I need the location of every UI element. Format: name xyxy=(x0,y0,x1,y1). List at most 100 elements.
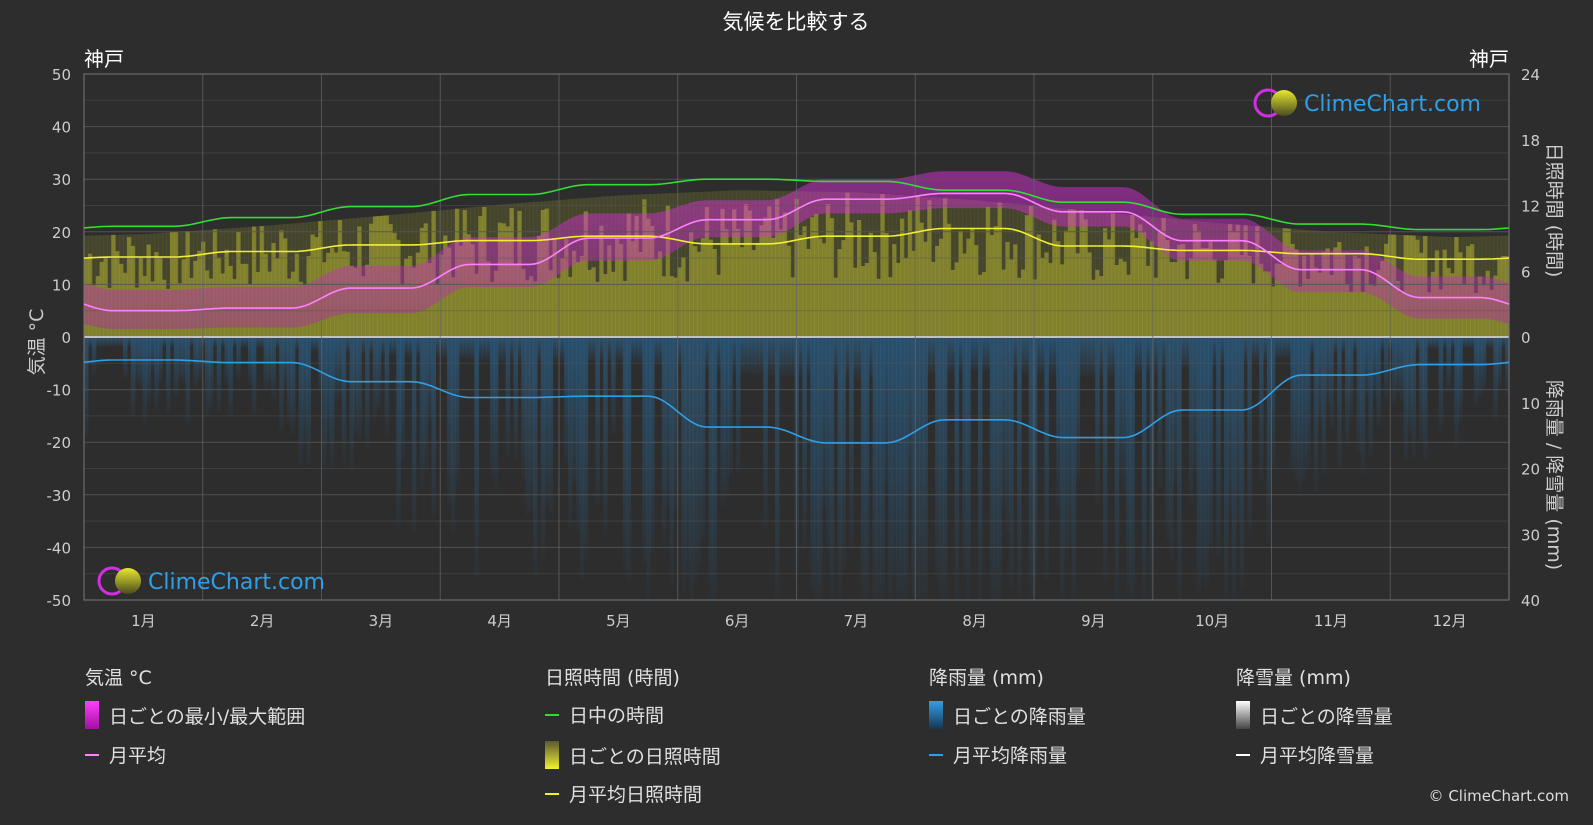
rain-bar xyxy=(1052,337,1057,375)
chart-title: 気候を比較する xyxy=(723,10,870,34)
sunshine-bar xyxy=(907,210,913,337)
sunshine-bar xyxy=(1243,225,1248,337)
rain-bar xyxy=(1017,337,1022,600)
rain-bar xyxy=(1024,337,1030,374)
sunshine-bar xyxy=(1227,224,1233,337)
rain-bar xyxy=(1083,337,1088,377)
rain-bar xyxy=(1341,337,1346,352)
rain-bar xyxy=(111,337,116,347)
temp-avg-swatch-icon xyxy=(85,753,99,756)
rain-bar xyxy=(224,337,229,385)
sunshine-bar xyxy=(536,235,542,337)
daylight-bar xyxy=(1216,223,1221,337)
rain-daily-swatch-icon xyxy=(929,701,943,729)
rain-bar xyxy=(583,337,589,561)
rain-bar xyxy=(318,337,323,394)
sunshine-bar xyxy=(681,257,686,337)
logo-sun-icon xyxy=(1271,90,1297,116)
snow-avg-swatch-icon xyxy=(1236,753,1250,756)
sunshine-bar xyxy=(814,213,819,337)
rain-bar xyxy=(1009,337,1014,588)
rain-bar xyxy=(712,337,718,600)
rain-bar xyxy=(1466,337,1471,348)
month-label: 11月 xyxy=(1314,612,1348,630)
left-tick-label: 0 xyxy=(61,329,71,347)
rain-bar xyxy=(1321,337,1327,474)
rain-bar xyxy=(1048,337,1053,375)
sunshine-bar xyxy=(474,273,479,337)
sunshine-bar xyxy=(775,199,780,337)
rain-bar xyxy=(942,337,948,600)
rain-bar xyxy=(911,337,917,600)
sunshine-bar xyxy=(1329,275,1334,337)
rain-bar xyxy=(411,337,417,532)
rain-bar xyxy=(829,337,835,600)
rain-bar xyxy=(1208,337,1213,552)
rain-bar xyxy=(166,337,171,415)
rain-bar xyxy=(1380,337,1385,351)
rain-bar xyxy=(208,337,214,409)
sunshine-bar xyxy=(579,255,585,337)
sunshine-bar xyxy=(642,199,647,337)
sunshine-bar xyxy=(1036,234,1042,337)
rain-bar xyxy=(1145,337,1151,373)
rain-bar xyxy=(1337,337,1342,470)
sunshine-bar xyxy=(521,268,526,337)
sunshine-bar xyxy=(693,246,698,337)
left-axis-ticks: 50 40 30 20 10 0 -10 -20 -30 -40 -50 xyxy=(47,66,72,610)
month-label: 1月 xyxy=(131,612,156,630)
sunshine-bar xyxy=(1177,244,1182,337)
watermark-text-bottom: ClimeChart.com xyxy=(148,570,325,595)
daylight-bar xyxy=(888,194,893,337)
month-label: 6月 xyxy=(725,612,750,630)
rain-bar xyxy=(1434,337,1440,349)
rain-bar xyxy=(1286,337,1291,358)
rain-bar xyxy=(1224,337,1229,600)
sunshine-bar xyxy=(841,240,846,337)
rain-bar xyxy=(782,337,788,376)
rain-bar xyxy=(509,337,514,362)
rain-bar xyxy=(306,337,311,466)
rain-bar xyxy=(708,337,714,600)
sunshine-bar xyxy=(1056,241,1061,337)
month-label: 10月 xyxy=(1195,612,1229,630)
rain-bar xyxy=(903,337,909,600)
daylight-bar xyxy=(1270,227,1276,337)
legend-snow-daily: 日ごとの降雪量 xyxy=(1236,701,1393,729)
rain-bar xyxy=(868,337,874,379)
sunshine-bar xyxy=(942,198,948,337)
rain-bar xyxy=(251,337,257,415)
sunshine-bar xyxy=(732,209,737,337)
rain-bar xyxy=(294,337,300,350)
rain-bar xyxy=(1063,337,1069,561)
sunshine-bar xyxy=(935,245,940,337)
rain-bar xyxy=(1239,337,1245,591)
sunshine-bar xyxy=(669,276,675,337)
sunshine-bar xyxy=(661,276,667,337)
legend-rain-avg-label: 月平均降雨量 xyxy=(953,745,1068,767)
sunshine-bar xyxy=(1399,292,1405,337)
sunshine-bar xyxy=(821,243,827,337)
rain-bar xyxy=(1095,337,1100,505)
sunshine-bar xyxy=(763,217,768,337)
rain-bar xyxy=(1005,337,1010,534)
rain-bar xyxy=(1356,337,1362,455)
sunshine-bar xyxy=(451,277,456,337)
sunshine-bar xyxy=(435,284,440,337)
rain-bar xyxy=(349,337,354,470)
legend-sun-avg-label: 月平均日照時間 xyxy=(569,784,703,806)
sunshine-bar xyxy=(1185,279,1190,337)
rain-bar xyxy=(1442,337,1448,349)
rain-bar xyxy=(1021,337,1026,373)
rain-bar xyxy=(919,337,924,600)
rain-bar xyxy=(482,337,487,361)
sunshine-bar xyxy=(529,276,534,337)
rain-bar xyxy=(1302,337,1307,482)
rain-bar xyxy=(669,337,675,586)
sunshine-bar xyxy=(903,258,909,337)
rain-bar xyxy=(1106,337,1112,376)
rain-bar xyxy=(548,337,554,515)
sunshine-bar xyxy=(1063,230,1069,337)
rain-bar xyxy=(681,337,686,594)
sunshine-bar xyxy=(1376,270,1381,337)
